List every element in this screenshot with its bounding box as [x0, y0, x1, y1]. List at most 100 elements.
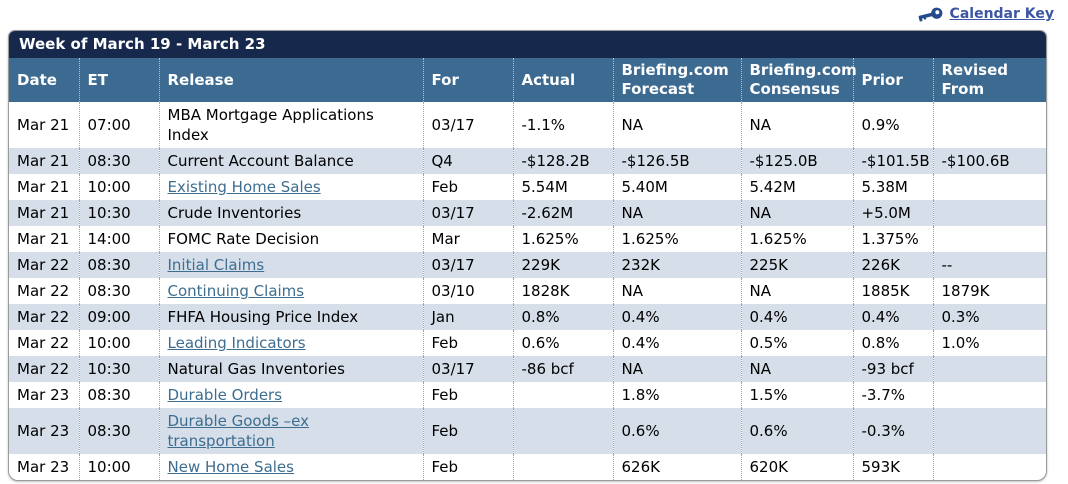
- cell-date: Mar 21: [9, 102, 80, 148]
- cell-release: Existing Home Sales: [159, 174, 424, 200]
- cell-actual: [513, 454, 614, 480]
- table-row: Mar 21 10:30 Crude Inventories 03/17 -2.62M N…: [9, 200, 1046, 226]
- cell-for: 03/17: [423, 356, 514, 382]
- cell-for: Mar: [423, 226, 514, 252]
- cell-forecast: NA: [613, 356, 742, 382]
- cell-prior: +5.0M: [853, 200, 934, 226]
- key-icon: [918, 7, 942, 22]
- release-link[interactable]: Durable Orders: [167, 386, 283, 404]
- cell-revised: 1879K: [941, 282, 990, 300]
- cell-revised: [933, 226, 1046, 252]
- cell-et: 10:30: [79, 200, 160, 226]
- cell-actual: 5.54M: [513, 174, 614, 200]
- cell-for: Feb: [423, 174, 514, 200]
- column-header-revised: Revised From: [933, 58, 1046, 102]
- cell-revised: [933, 454, 1046, 480]
- cell-consensus: NA: [741, 102, 854, 148]
- column-header-et: ET: [79, 58, 160, 102]
- table-row: Mar 22 08:30 Continuing Claims 03/10 1828K NA…: [9, 278, 1046, 304]
- cell-release: Crude Inventories: [159, 200, 424, 226]
- cell-for: 03/17: [423, 102, 514, 148]
- cell-et: 10:30: [79, 356, 160, 382]
- cell-et: 09:00: [79, 304, 160, 330]
- cell-consensus: 1.625%: [741, 226, 854, 252]
- column-header-consensus: Briefing.com Consensus: [741, 58, 857, 102]
- cell-et: 08:30: [79, 252, 160, 278]
- column-header-prior: Prior: [853, 58, 934, 102]
- release-link[interactable]: Continuing Claims: [167, 282, 305, 300]
- table-row: Mar 22 10:30 Natural Gas Inventories 03/17-…: [9, 356, 1046, 382]
- cell-release: Current Account Balance: [159, 148, 424, 174]
- release-link[interactable]: Existing Home Sales: [167, 178, 321, 196]
- cell-prior: 1885K: [853, 278, 934, 304]
- column-header-actual: Actual: [513, 58, 614, 102]
- cell-actual: -1.1%: [513, 102, 614, 148]
- cell-forecast: 0.6%: [613, 408, 742, 454]
- cell-actual: 0.6%: [513, 330, 614, 356]
- cell-consensus: NA: [741, 278, 854, 304]
- cell-revised: -$100.6B: [933, 148, 1046, 174]
- cell-date: Mar 23: [9, 382, 80, 408]
- table-row: Mar 22 10:00 Leading Indicators Feb 0.6% 0.4%…: [9, 330, 1046, 356]
- cell-revised: 1.0%: [941, 334, 980, 352]
- cell-prior: 0.9%: [853, 102, 934, 148]
- cell-revised: [933, 408, 1046, 454]
- release-link[interactable]: Leading Indicators: [167, 334, 306, 352]
- cell-et: 08:30: [79, 148, 160, 174]
- cell-actual: 1.625%: [513, 226, 614, 252]
- cell-actual: -86 bcf: [513, 356, 614, 382]
- column-header-forecast: Briefing.com Forecast: [613, 58, 742, 102]
- table-row: Mar 22 08:30 Initial Claims 03/17 229K 232K 22…: [9, 252, 1046, 278]
- cell-consensus: 0.6%: [741, 408, 854, 454]
- release-link[interactable]: Initial Claims: [167, 256, 265, 274]
- cell-forecast: NA: [613, 102, 742, 148]
- cell-prior: -0.3%: [853, 408, 934, 454]
- table-row: Mar 22 09:00 FHFA Housing Price Index Jan 0.…: [9, 304, 1046, 330]
- cell-prior: 226K: [853, 252, 934, 278]
- cell-actual: [513, 382, 614, 408]
- cell-date: Mar 21: [9, 148, 80, 174]
- cell-for: 03/17: [423, 200, 514, 226]
- cell-date: Mar 22: [9, 356, 80, 382]
- cell-prior: -3.7%: [853, 382, 934, 408]
- cell-release: New Home Sales: [159, 454, 424, 480]
- cell-date: Mar 22: [9, 330, 80, 356]
- cell-forecast: NA: [613, 200, 742, 226]
- cell-consensus: 0.5%: [741, 330, 854, 356]
- cell-revised: [933, 102, 1046, 148]
- economic-calendar-table: Week of March 19 - March 23 Date ET Releas…: [8, 30, 1047, 481]
- cell-release: Natural Gas Inventories: [159, 356, 424, 382]
- cell-prior: -$101.5B: [853, 148, 934, 174]
- cell-prior: 1.375%: [853, 226, 934, 252]
- release-link[interactable]: New Home Sales: [167, 458, 294, 476]
- cell-consensus: 0.4%: [741, 304, 854, 330]
- cell-forecast: 1.8%: [613, 382, 742, 408]
- cell-forecast: 0.4%: [613, 304, 742, 330]
- cell-actual: 229K: [513, 252, 614, 278]
- cell-consensus: 5.42M: [741, 174, 854, 200]
- column-header-row: Date ET Release For Actual Briefing.com Forec…: [9, 58, 1046, 102]
- column-header-release: Release: [159, 58, 424, 102]
- cell-prior: -93 bcf: [853, 356, 934, 382]
- cell-et: 14:00: [79, 226, 160, 252]
- cell-date: Mar 21: [9, 200, 80, 226]
- cell-for: 03/10: [423, 278, 514, 304]
- release-link[interactable]: Durable Goods –ex transportation: [167, 412, 310, 450]
- cell-for: Q4: [423, 148, 514, 174]
- cell-release: FHFA Housing Price Index: [159, 304, 424, 330]
- cell-revised: 0.3%: [933, 304, 1046, 330]
- cell-prior: 593K: [853, 454, 934, 480]
- cell-release: Durable Goods –ex transportation: [159, 408, 424, 454]
- cell-for: Feb: [423, 382, 514, 408]
- cell-et: 08:30: [79, 408, 160, 454]
- cell-forecast: 0.4%: [613, 330, 742, 356]
- cell-forecast: 626K: [613, 454, 742, 480]
- cell-et: 10:00: [79, 454, 160, 480]
- cell-et: 10:00: [79, 174, 160, 200]
- cell-et: 08:30: [79, 278, 160, 304]
- cell-consensus: NA: [741, 356, 854, 382]
- column-header-date: Date: [9, 58, 80, 102]
- calendar-key-link[interactable]: Calendar Key: [917, 6, 1054, 23]
- cell-forecast: NA: [613, 278, 742, 304]
- cell-forecast: 232K: [613, 252, 742, 278]
